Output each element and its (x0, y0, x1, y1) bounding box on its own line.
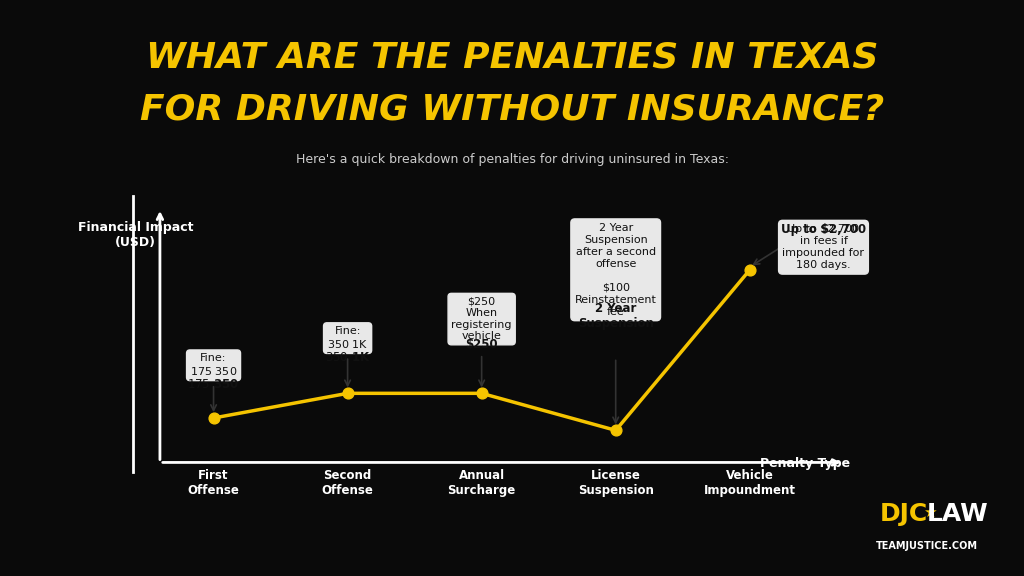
Text: ★: ★ (923, 505, 937, 520)
Text: Annual
Surcharge: Annual Surcharge (447, 469, 516, 497)
Text: $250
When
registering
vehicle: $250 When registering vehicle (452, 297, 512, 342)
Text: Financial Impact
(USD): Financial Impact (USD) (78, 221, 194, 248)
Text: License
Suspension: License Suspension (578, 469, 653, 497)
Point (741, 266, 758, 275)
Text: Penalty Type: Penalty Type (760, 457, 850, 470)
Text: Up to $2,700: Up to $2,700 (781, 223, 866, 236)
Text: 2 Year
Suspension
after a second
offense

$100
Reinstatement
fee: 2 Year Suspension after a second offense… (574, 223, 656, 317)
Text: $175~$350: $175~$350 (187, 378, 240, 391)
Text: Fine:
$350~$1K: Fine: $350~$1K (327, 326, 369, 350)
Point (607, 426, 624, 435)
Text: Second
Offense: Second Offense (322, 469, 374, 497)
Text: Here's a quick breakdown of penalties for driving uninsured in Texas:: Here's a quick breakdown of penalties fo… (296, 153, 728, 166)
Text: Vehicle
Impoundment: Vehicle Impoundment (703, 469, 796, 497)
Text: $350~$1K: $350~$1K (325, 351, 371, 363)
Point (206, 414, 222, 423)
Text: TEAMJUSTICE.COM: TEAMJUSTICE.COM (876, 541, 978, 551)
Point (339, 389, 355, 398)
Text: LAW: LAW (927, 502, 988, 526)
Text: WHAT ARE THE PENALTIES IN TEXAS: WHAT ARE THE PENALTIES IN TEXAS (145, 40, 879, 74)
Text: 2 Year
Suspension: 2 Year Suspension (578, 302, 653, 331)
Text: $250: $250 (465, 338, 498, 351)
Text: DJC: DJC (880, 502, 928, 526)
Text: Fine:
$175~$350: Fine: $175~$350 (189, 353, 238, 377)
Point (473, 389, 489, 398)
Text: FOR DRIVING WITHOUT INSURANCE?: FOR DRIVING WITHOUT INSURANCE? (140, 92, 884, 126)
Text: First
Offense: First Offense (187, 469, 240, 497)
Text: Up to $2,700
in fees if
impounded for
180 days.: Up to $2,700 in fees if impounded for 18… (782, 224, 864, 270)
